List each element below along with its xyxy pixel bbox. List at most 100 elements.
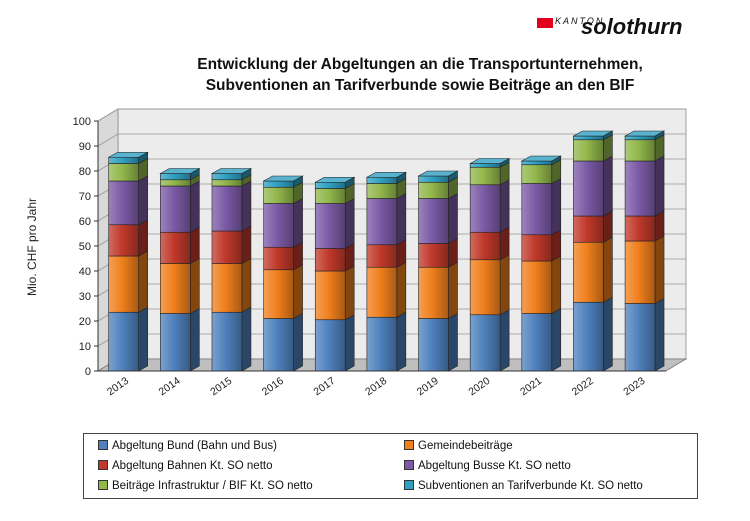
chart-bars: [107, 130, 666, 372]
legend-swatch: [98, 439, 108, 450]
bar-2020-segment-4: [469, 161, 510, 186]
bar-side-face: [241, 225, 252, 265]
bar-front-face: [366, 198, 398, 246]
bar-front-face: [314, 203, 346, 249]
bar-2023-segment-2: [624, 210, 665, 242]
bar-front-face: [418, 318, 449, 372]
bar-2020-segment-2: [469, 226, 510, 261]
bar-front-face: [521, 260, 553, 314]
logo-mark-icon: [537, 18, 553, 28]
x-tick-label: 2017: [312, 375, 338, 398]
bar-front-face: [160, 231, 191, 264]
bar-side-face: [138, 306, 148, 372]
bar-front-face: [573, 135, 604, 141]
bar-side-face: [396, 192, 407, 246]
bar-2021-segment-2: [521, 229, 562, 262]
bar-top-face: [572, 130, 614, 137]
legend-swatch: [404, 459, 414, 470]
bar-front-face: [624, 215, 656, 242]
bar-2019-segment-0: [418, 312, 458, 372]
bar-side-face: [603, 210, 613, 243]
stacked-bar-chart: 0 10 20 30 40 50 60 70 80 90 100 2013 2014 2015 2016 20…: [25, 108, 688, 398]
bar-front-face: [573, 241, 604, 303]
bar-2013-segment-3: [108, 175, 148, 226]
bar-front-face: [211, 185, 243, 232]
bar-front-face: [573, 139, 604, 162]
bar-2014-segment-3: [160, 180, 200, 233]
bar-2014-segment-0: [160, 307, 200, 372]
bar-2019-segment-1: [418, 261, 458, 320]
kanton-solothurn-logo: KANTON solothurn: [537, 14, 737, 44]
chart-title-line-2: Subventionen an Tarifverbunde sowie Beit…: [205, 77, 635, 94]
bar-front-face: [521, 313, 553, 372]
bar-front-face: [521, 234, 553, 262]
x-tick-label: 2021: [518, 375, 544, 398]
bar-top-face: [262, 175, 304, 182]
y-tick-label: 40: [79, 266, 91, 278]
bar-2022-segment-0: [573, 296, 613, 372]
bar-front-face: [366, 244, 398, 268]
gridline-side: [97, 108, 119, 122]
bar-side-face: [396, 261, 407, 318]
bar-front-face: [160, 263, 191, 314]
y-tick-label: 70: [79, 191, 91, 203]
bar-front-face: [521, 183, 553, 236]
bar-side-face: [603, 236, 613, 303]
bar-side-face: [138, 175, 148, 226]
y-tick-label: 20: [79, 316, 91, 328]
bar-2023-segment-1: [624, 235, 665, 305]
bar-side-face: [241, 180, 252, 232]
bar-2017-segment-3: [314, 197, 355, 250]
bar-top-face: [159, 168, 201, 174]
bar-side-face: [344, 265, 355, 321]
bar-front-face: [263, 269, 294, 319]
bar-2018-segment-0: [366, 311, 407, 372]
bar-front-face: [573, 215, 604, 243]
legend-label: Abgeltung Bahnen Kt. SO netto: [112, 460, 273, 472]
bar-2015-segment-3: [211, 180, 252, 232]
bar-front-face: [573, 301, 604, 372]
bar-2013-segment-1: [108, 250, 148, 313]
bar-front-face: [624, 135, 656, 141]
bar-side-face: [499, 179, 510, 233]
bar-front-face: [418, 198, 449, 244]
bar-side-face: [293, 197, 303, 248]
y-tick-label: 10: [79, 341, 91, 353]
bar-side-face: [448, 261, 458, 320]
bar-front-face: [624, 303, 656, 372]
chart-title-line-1: Entwicklung der Abgeltungen an die Trans…: [197, 56, 643, 73]
bar-front-face: [418, 266, 449, 319]
bar-front-face: [108, 224, 139, 257]
y-tick-label: 30: [79, 291, 91, 303]
bar-front-face: [366, 266, 398, 318]
bar-side-face: [603, 155, 613, 217]
bar-front-face: [314, 181, 346, 189]
bar-front-face: [624, 160, 656, 217]
bar-front-face: [263, 246, 294, 271]
x-tick-label: 2014: [157, 375, 183, 398]
bar-front-face: [469, 259, 501, 316]
bar-2014-segment-1: [160, 257, 200, 315]
bar-2021-segment-3: [521, 177, 562, 236]
bar-2022-segment-3: [573, 155, 613, 217]
legend-swatch: [404, 439, 414, 450]
bar-2015-segment-5: [210, 167, 253, 181]
legend-label: Abgeltung Bund (Bahn und Bus): [112, 440, 277, 452]
bar-front-face: [418, 181, 449, 199]
y-tick-label: 0: [85, 366, 91, 378]
bar-side-face: [654, 235, 665, 305]
bar-2016-segment-3: [263, 197, 303, 248]
bar-2017-segment-2: [314, 242, 355, 272]
bar-side-face: [499, 309, 510, 372]
x-tick-label: 2013: [105, 375, 131, 398]
legend-item: Subventionen an Tarifverbunde Kt. SO net…: [404, 479, 643, 492]
bar-side-face: [344, 314, 355, 372]
bar-2017-segment-4: [314, 182, 355, 205]
bar-side-face: [551, 255, 562, 315]
bar-2018-segment-5: [365, 171, 408, 185]
bar-2015-segment-0: [211, 306, 252, 372]
bar-2016-segment-2: [263, 241, 303, 271]
bar-2017-segment-5: [314, 176, 356, 190]
x-tick-label: 2020: [466, 375, 492, 398]
bar-side-face: [448, 192, 458, 245]
